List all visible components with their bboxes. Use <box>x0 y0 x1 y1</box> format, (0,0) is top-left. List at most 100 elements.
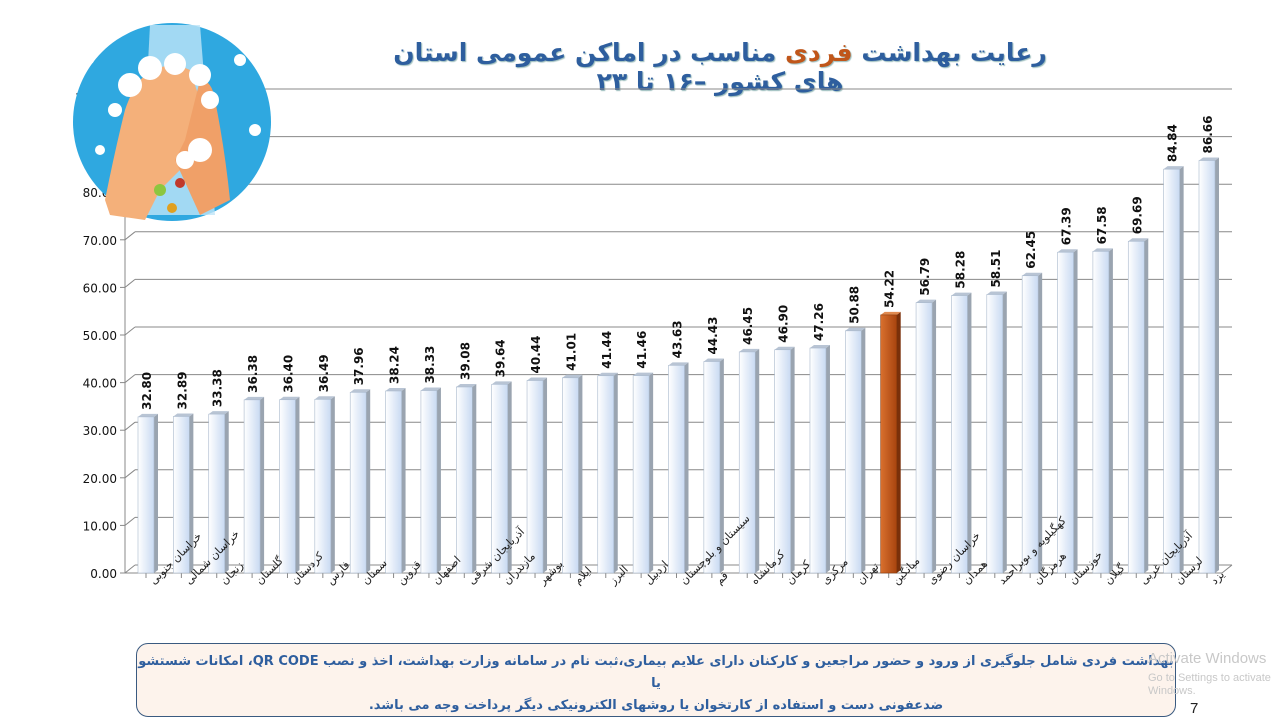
bar <box>951 292 972 574</box>
bar-front <box>880 314 898 574</box>
bar-top <box>244 396 265 400</box>
bar-side <box>295 396 300 573</box>
bar-top <box>703 358 724 362</box>
data-label: 56.79 <box>918 258 932 296</box>
bar-front <box>845 330 862 574</box>
bar-front <box>668 365 685 574</box>
data-label: 38.33 <box>423 346 437 384</box>
bar <box>738 348 760 574</box>
data-label: 58.28 <box>953 251 967 289</box>
data-label: 69.69 <box>1130 196 1144 234</box>
bar-top <box>774 346 795 350</box>
y-tick-label: 60.00 <box>83 281 117 295</box>
bar-side <box>401 387 406 573</box>
bar-side <box>472 383 477 573</box>
bar <box>385 387 406 574</box>
bar <box>279 396 300 574</box>
bar <box>137 413 158 574</box>
bar-side <box>578 374 583 573</box>
page-number: 7 <box>1190 700 1199 717</box>
bar <box>668 362 689 574</box>
x-axis-diagonal <box>1221 564 1233 574</box>
data-label: 38.24 <box>388 346 402 384</box>
bar <box>597 372 618 574</box>
bar-side <box>755 348 760 573</box>
bar-side <box>507 381 512 573</box>
data-label: 46.90 <box>777 305 791 343</box>
data-label: 37.96 <box>352 347 366 385</box>
bar-top <box>668 362 689 366</box>
bar-side <box>825 345 830 573</box>
bar-top <box>350 389 371 393</box>
bar-side <box>189 413 194 573</box>
data-label: 47.26 <box>812 303 826 341</box>
y-tick-label: 50.00 <box>83 329 117 343</box>
bar <box>1057 249 1078 574</box>
gridline-diagonal <box>124 517 136 526</box>
bar-top <box>420 387 441 391</box>
data-label: 39.08 <box>458 342 472 380</box>
bar-top <box>527 377 548 381</box>
bar-top <box>597 372 618 376</box>
bar <box>774 346 795 574</box>
bar-top <box>385 387 406 391</box>
data-label: 33.38 <box>211 369 225 407</box>
activation-watermark-sub: Go to Settings to activate Windows. <box>1148 672 1271 697</box>
bar-front <box>385 390 402 574</box>
bar-front <box>632 375 650 574</box>
gridline-diagonal <box>124 564 136 574</box>
bar-top <box>951 292 972 296</box>
bar <box>1127 238 1149 574</box>
bar-top <box>1163 166 1184 170</box>
bar-side <box>684 362 689 573</box>
bar-front <box>491 384 508 574</box>
bar-front <box>314 399 332 574</box>
bar-top <box>138 413 158 417</box>
bar-top <box>314 396 335 400</box>
data-label: 50.88 <box>847 286 861 324</box>
bar <box>632 372 654 574</box>
data-label: 67.39 <box>1060 207 1074 245</box>
gridline-diagonal <box>124 279 136 288</box>
bar-front <box>1127 240 1145 574</box>
gridline-diagonal <box>124 326 136 336</box>
bar <box>420 387 441 574</box>
bar-front <box>951 295 968 574</box>
bar-side <box>896 311 901 573</box>
bar <box>1021 272 1043 574</box>
bar-top <box>491 381 512 385</box>
data-label: 54.22 <box>883 270 897 308</box>
bar-front <box>208 413 226 574</box>
data-label: 32.80 <box>140 372 154 410</box>
bar-side <box>1002 291 1007 573</box>
data-label: 36.49 <box>317 354 331 392</box>
bar-top <box>845 327 866 331</box>
gridline-diagonal <box>124 374 136 383</box>
bar-side <box>260 396 265 573</box>
bar-side <box>154 413 158 573</box>
bar-front <box>915 302 933 574</box>
bar-side <box>1179 166 1184 573</box>
bar-front <box>455 386 473 574</box>
data-label: 41.46 <box>635 331 649 369</box>
bar <box>526 377 548 574</box>
bar-side <box>1073 249 1078 573</box>
bar-side <box>1038 272 1043 573</box>
bar-front <box>1092 251 1110 574</box>
bar <box>880 311 901 574</box>
data-label: 44.43 <box>706 317 720 355</box>
data-label: 67.58 <box>1095 206 1109 244</box>
data-label: 39.64 <box>494 339 508 377</box>
bar-side <box>649 372 654 573</box>
bar-top <box>916 299 937 303</box>
bar-front <box>1057 251 1074 574</box>
note-box: بهداشت فردی شامل جلوگیری از ورود و حضور … <box>136 643 1176 717</box>
data-label: 84.84 <box>1166 124 1180 162</box>
chart-title: رعایت بهداشت فردی مناسب در اماکن عمومی ا… <box>380 38 1060 96</box>
bar-top <box>562 374 583 378</box>
data-label: 32.89 <box>175 371 189 409</box>
bar <box>703 358 724 574</box>
data-label: 86.66 <box>1201 116 1215 154</box>
bar <box>1163 166 1184 574</box>
